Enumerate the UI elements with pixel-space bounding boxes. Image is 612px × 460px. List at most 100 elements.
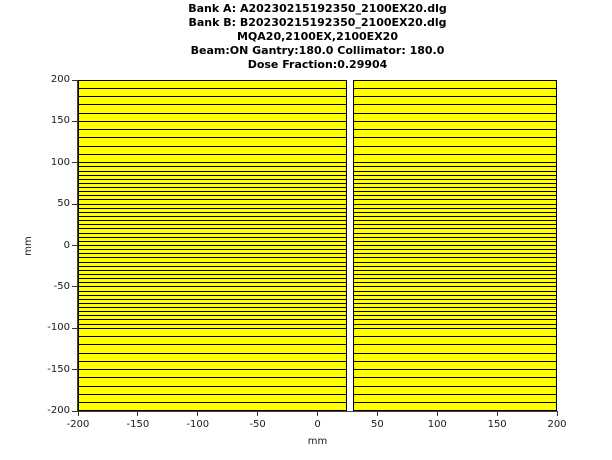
- y-tick-label: 0: [63, 239, 70, 251]
- leaf-boundary-line: [79, 104, 346, 106]
- x-tick-mark: [137, 411, 139, 416]
- leaf-boundary-line: [79, 187, 346, 189]
- leaf-boundary-line: [354, 265, 556, 267]
- leaf-boundary-line: [79, 178, 346, 180]
- leaf-boundary-line: [79, 162, 346, 164]
- leaf-boundary-line: [354, 211, 556, 213]
- leaf-boundary-line: [354, 402, 556, 404]
- y-tick-label: -200: [47, 405, 70, 416]
- leaf-boundary-line: [354, 327, 556, 329]
- leaf-boundary-line: [354, 166, 556, 168]
- y-tick-mark: [72, 286, 77, 288]
- leaf-boundary-line: [79, 129, 346, 131]
- x-axis-label: mm: [307, 436, 328, 447]
- leaf-boundary-line: [354, 298, 556, 300]
- x-tick-mark: [197, 411, 199, 416]
- leaf-boundary-line: [354, 187, 556, 189]
- leaf-boundary-line: [354, 104, 556, 106]
- leaf-boundary-line: [79, 120, 346, 122]
- y-tick-label: 100: [50, 156, 70, 168]
- leaf-boundary-line: [79, 402, 346, 404]
- leaf-boundary-line: [354, 253, 556, 255]
- leaf-boundary-line: [354, 236, 556, 238]
- x-tick-label: 0: [314, 419, 321, 430]
- plot-title: Bank A: A20230215192350_2100EX20.dlg Bank…: [78, 2, 557, 72]
- leaf-boundary-line: [79, 203, 346, 205]
- x-tick-mark: [496, 411, 498, 416]
- x-tick-mark: [556, 411, 558, 416]
- leaf-boundary-line: [79, 286, 346, 288]
- leaf-boundary-line: [79, 352, 346, 354]
- leaf-boundary-line: [79, 195, 346, 197]
- leaf-boundary-line: [354, 145, 556, 147]
- y-tick-label: 50: [57, 198, 70, 210]
- leaf-boundary-line: [354, 352, 556, 354]
- mlc-aperture-plot: mm mm -200 -150 -100 -50 0 50 100 150 200 200 150 1…: [23, 74, 567, 447]
- title-line: Beam:ON Gantry:180.0 Collimator: 180.0: [190, 44, 445, 57]
- leaf-boundary-line: [79, 298, 346, 300]
- leaf-boundary-line: [354, 269, 556, 271]
- leaf-boundary-line: [354, 162, 556, 164]
- leaf-boundary-line: [79, 253, 346, 255]
- leaf-boundary-line: [354, 112, 556, 114]
- leaf-boundary-line: [79, 311, 346, 313]
- leaf-boundary-line: [354, 129, 556, 131]
- leaf-boundary-line: [79, 153, 346, 155]
- leaf-boundary-line: [354, 240, 556, 242]
- leaf-boundary-line: [79, 315, 346, 317]
- leaf-boundary-line: [354, 199, 556, 201]
- leaf-boundary-line: [354, 307, 556, 309]
- leaf-boundary-line: [79, 166, 346, 168]
- x-tick-mark: [257, 411, 259, 416]
- leaf-boundary-line: [354, 315, 556, 317]
- leaf-boundary-line: [79, 170, 346, 172]
- y-tick-mark: [72, 203, 77, 205]
- leaf-boundary-line: [79, 245, 346, 246]
- leaf-boundary-line: [79, 393, 346, 395]
- leaf-boundary-line: [79, 282, 346, 284]
- leaf-boundary-line: [354, 278, 556, 280]
- leaf-boundary-line: [354, 323, 556, 325]
- leaf-boundary-line: [79, 377, 346, 379]
- leaf-boundary-line: [79, 257, 346, 259]
- y-tick-label: 200: [50, 74, 70, 85]
- leaf-boundary-line: [79, 344, 346, 346]
- leaf-boundary-line: [354, 224, 556, 226]
- leaf-boundary-line: [354, 282, 556, 284]
- x-tick-mark: [376, 411, 378, 416]
- leaf-boundary-line: [354, 216, 556, 218]
- x-tick-label: 150: [487, 419, 507, 430]
- leaf-boundary-line: [354, 120, 556, 122]
- y-tick-label: -50: [53, 280, 70, 292]
- y-tick-mark: [72, 245, 77, 246]
- x-tick-label: -150: [126, 419, 150, 430]
- x-tick-mark: [77, 411, 79, 416]
- leaf-boundary-line: [354, 286, 556, 288]
- leaf-boundary-line: [79, 199, 346, 201]
- leaf-boundary-line: [354, 87, 556, 89]
- leaf-boundary-line: [354, 249, 556, 251]
- leaf-boundary-line: [79, 112, 346, 114]
- leaf-boundary-line: [354, 195, 556, 197]
- x-tick-mark: [317, 411, 318, 416]
- leaf-boundary-line: [354, 257, 556, 259]
- leaf-boundary-line: [79, 191, 346, 193]
- leaf-boundary-line: [79, 385, 346, 387]
- x-tick-label: 100: [427, 419, 447, 430]
- y-tick-mark: [72, 327, 77, 329]
- leaf-boundary-line: [354, 302, 556, 304]
- leaf-boundary-line: [79, 174, 346, 176]
- leaf-boundary-line: [354, 336, 556, 338]
- leaf-boundary-line: [354, 220, 556, 222]
- x-tick-label: 50: [371, 419, 384, 430]
- leaf-boundary-line: [354, 245, 556, 246]
- leaf-boundary-line: [79, 96, 346, 98]
- leaf-boundary-line: [354, 369, 556, 371]
- leaf-boundary-line: [79, 216, 346, 218]
- leaf-boundary-line: [79, 207, 346, 209]
- leaf-boundary-line: [79, 369, 346, 371]
- leaf-boundary-line: [354, 344, 556, 346]
- leaf-boundary-line: [79, 240, 346, 242]
- leaf-boundary-line: [79, 273, 346, 275]
